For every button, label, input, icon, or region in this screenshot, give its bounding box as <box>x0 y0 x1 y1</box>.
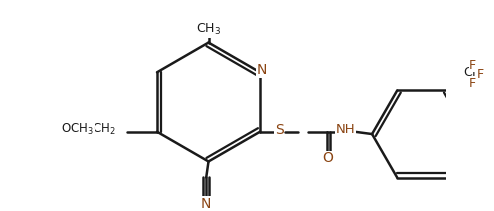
Text: CF$_3$: CF$_3$ <box>462 66 486 81</box>
Text: O: O <box>83 122 94 137</box>
Text: CH$_3$: CH$_3$ <box>196 22 221 37</box>
Text: F: F <box>469 59 476 72</box>
Text: O: O <box>323 151 333 165</box>
Text: N: N <box>257 63 267 77</box>
Text: NH: NH <box>336 123 355 137</box>
Text: F: F <box>477 68 484 81</box>
Text: N: N <box>201 197 211 211</box>
Text: S: S <box>275 123 284 137</box>
Text: F: F <box>469 77 476 90</box>
Text: CH$_2$: CH$_2$ <box>92 122 116 137</box>
Text: OCH$_3$: OCH$_3$ <box>61 122 94 137</box>
